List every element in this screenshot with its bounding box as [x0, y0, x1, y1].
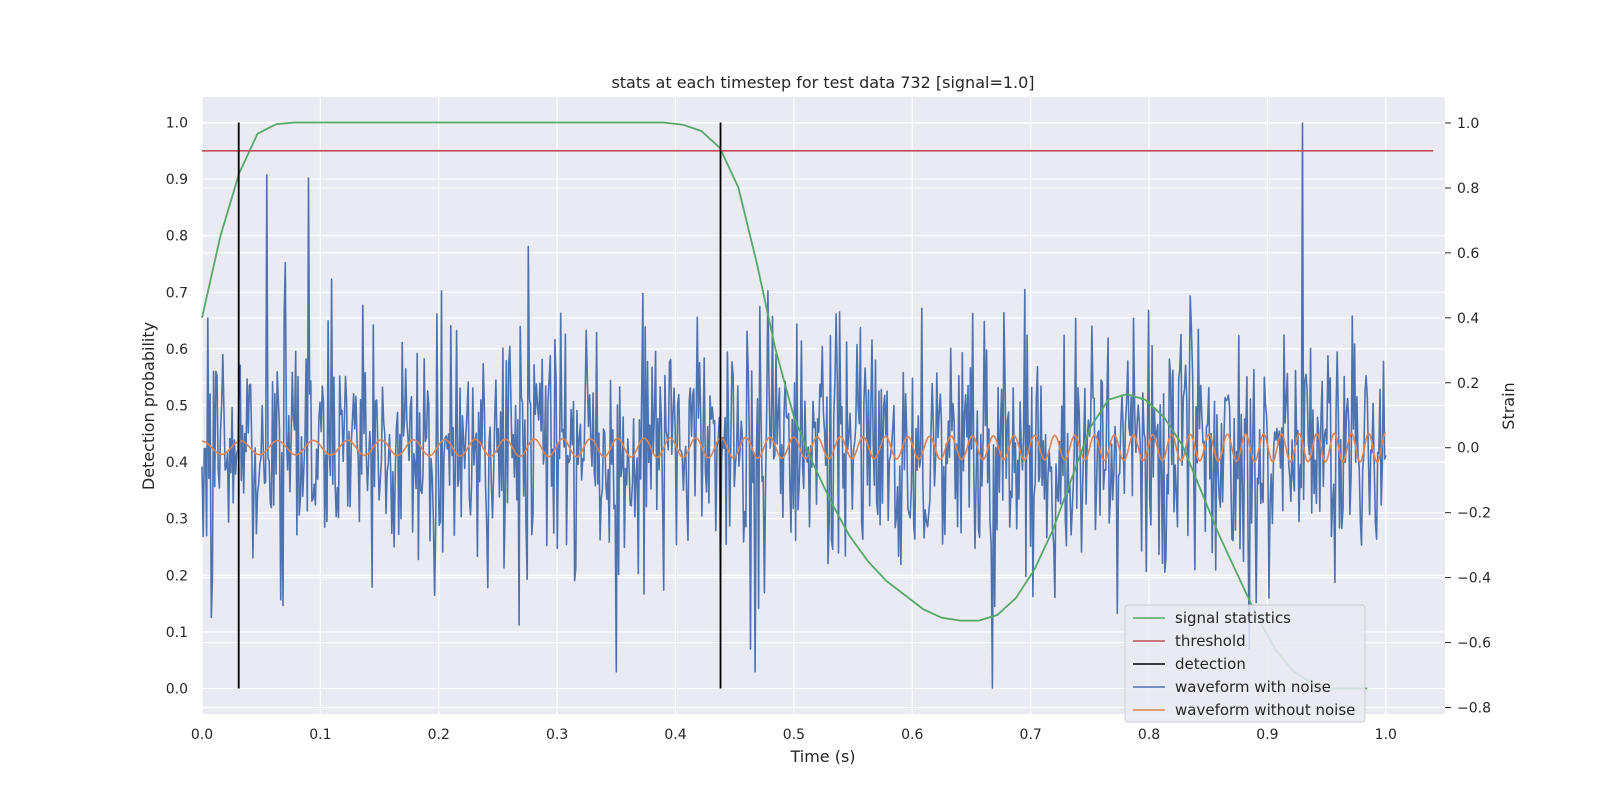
legend-label-waveform-without-noise: waveform without noise [1175, 701, 1355, 719]
y-right-tick-label: 0.6 [1457, 246, 1479, 262]
axis-layer: 0.0 0.1 0.2 0.3 0.4 0.5 0.6 0.7 0.8 0.9 1.0 0.0 0.1 0… [166, 115, 1491, 743]
x-axis-label: Time (s) [789, 747, 855, 766]
y-right-tick-label: −0.8 [1457, 701, 1491, 717]
x-tick-label: 0.8 [1138, 727, 1160, 743]
y-right-tick-label: 1.0 [1457, 116, 1479, 132]
y-left-tick-label: 0.5 [166, 399, 188, 415]
y-left-tick-label: 0.9 [166, 172, 188, 188]
y-left-tick-label: 0.3 [166, 512, 188, 528]
legend-box [1124, 604, 1366, 723]
x-tick-label: 0.7 [1020, 727, 1042, 743]
legend-label-threshold: threshold [1175, 632, 1246, 650]
series-line-waveform-without-noise [201, 432, 1386, 464]
y-axis-label-left: Detection probability [139, 322, 158, 490]
y-right-tick-label: −0.2 [1457, 506, 1491, 522]
y-right-tick-label: 0.0 [1457, 441, 1479, 457]
y-axis-label-right: Strain [1499, 382, 1518, 429]
y-left-tick-label: 0.2 [166, 568, 188, 584]
y-left-tick-label: 0.7 [166, 285, 188, 301]
chart-title: stats at each timestep for test data 732… [611, 73, 1034, 92]
x-tick-label: 0.4 [664, 727, 686, 743]
x-tick-label: 0.2 [428, 727, 450, 743]
y-left-tick-label: 1.0 [166, 115, 188, 131]
y-right-tick-label: 0.8 [1457, 181, 1479, 197]
y-left-tick-label: 0.8 [166, 229, 188, 245]
y-left-tick-label: 0.1 [166, 625, 188, 641]
y-right-tick-label: −0.4 [1457, 571, 1491, 587]
legend: signal statistics threshold detection wa… [1124, 604, 1366, 723]
y-left-tick-label: 0.0 [166, 682, 188, 698]
x-tick-label: 0.3 [546, 727, 568, 743]
x-tick-label: 0.1 [309, 727, 331, 743]
y-left-tick-label: 0.4 [166, 455, 188, 471]
series-layer [201, 121, 1434, 690]
y-right-tick-label: 0.2 [1457, 376, 1479, 392]
x-tick-label: 1.0 [1375, 727, 1397, 743]
x-tick-label: 0.5 [783, 727, 805, 743]
x-tick-label: 0.9 [1256, 727, 1278, 743]
legend-label-signal-statistics: signal statistics [1175, 609, 1291, 627]
series-line-waveform-with-noise [201, 122, 1387, 689]
y-right-tick-label: −0.6 [1457, 636, 1491, 652]
y-right-tick-label: 0.4 [1457, 311, 1479, 327]
legend-label-waveform-with-noise: waveform with noise [1175, 678, 1331, 696]
legend-label-detection: detection [1175, 655, 1246, 673]
x-tick-label: 0.6 [901, 727, 923, 743]
series-line-signal-statistics [201, 121, 1368, 690]
x-tick-label: 0.0 [191, 727, 213, 743]
y-left-tick-label: 0.6 [166, 342, 188, 358]
